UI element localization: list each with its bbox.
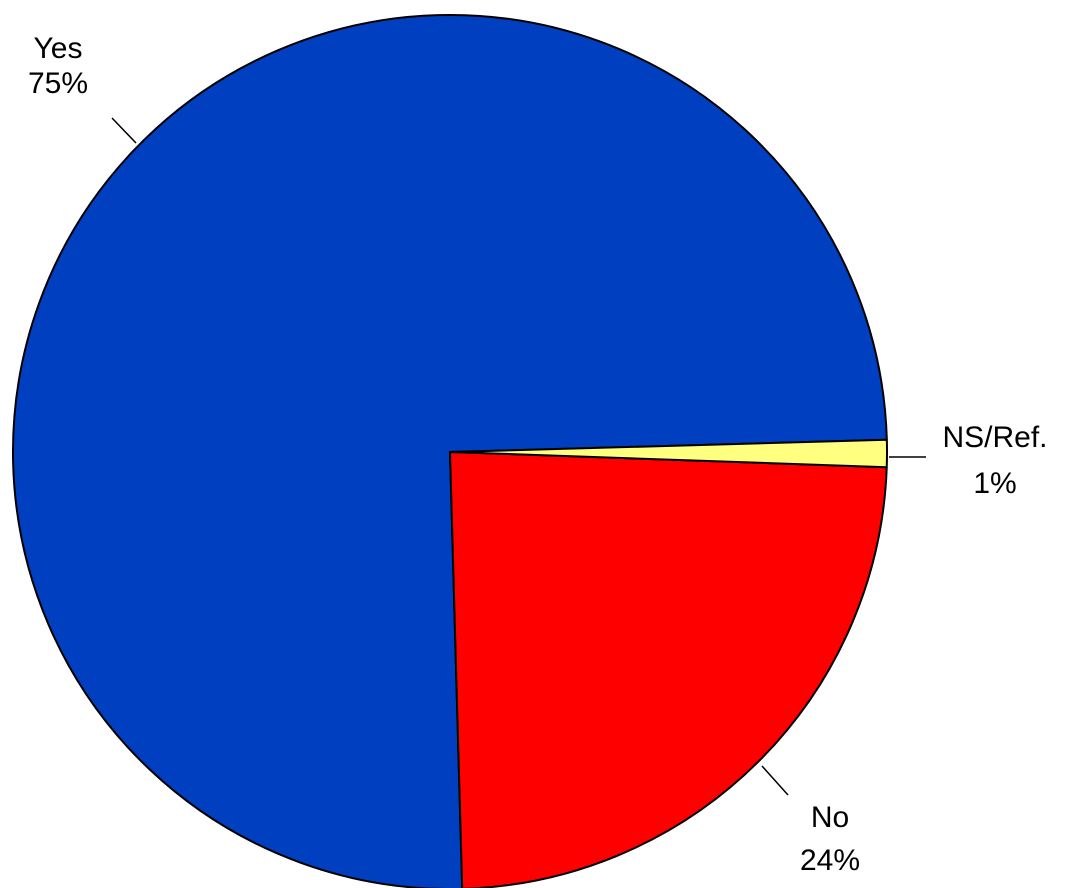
slice-label-no: No	[811, 801, 849, 834]
slice-value-nsref: 1%	[973, 467, 1016, 500]
pie-slice-no	[449, 451, 888, 888]
slice-label-yes: Yes	[34, 32, 83, 65]
slice-value-yes: 75%	[28, 67, 88, 100]
leader-lines	[111, 117, 926, 796]
pie-slices	[12, 14, 888, 888]
pie-slice-nsref	[449, 438, 888, 469]
slice-value-no: 24%	[800, 844, 860, 877]
leader-line-yes	[111, 117, 137, 144]
slice-label-nsref: NS/Ref.	[942, 421, 1047, 454]
leader-line-no	[761, 765, 789, 796]
slice-labels: Yes 75% No 24% NS/Ref. 1%	[28, 32, 1048, 877]
